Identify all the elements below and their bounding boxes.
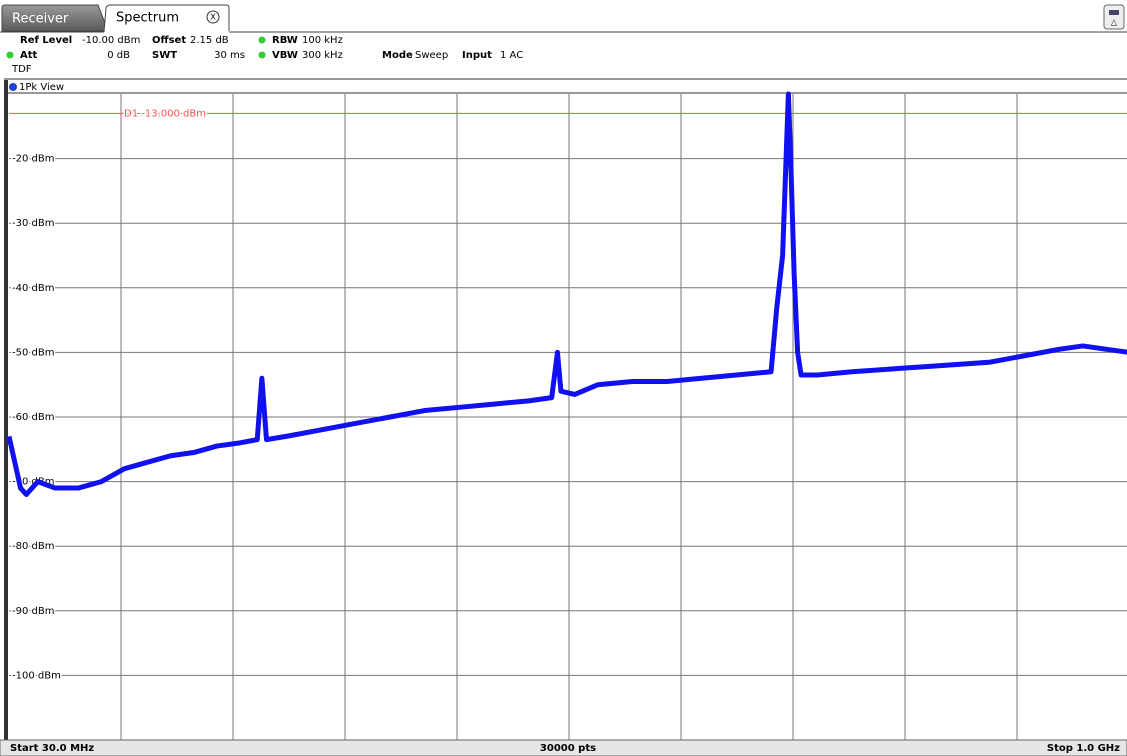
setting-label: RBW — [272, 35, 298, 46]
setting-value: 1 AC — [500, 50, 523, 61]
setting-value: 300 kHz — [302, 50, 343, 61]
close-button[interactable] — [206, 10, 220, 24]
footer-points: 30000 pts — [540, 743, 596, 754]
setting-value: 30 ms — [214, 50, 245, 61]
display-line-label: D1 -13.000 dBm — [124, 108, 206, 119]
footer-start: Start 30.0 MHz — [10, 743, 94, 754]
view-dot — [9, 83, 17, 91]
footer — [0, 739, 1127, 756]
setting-value: Sweep — [415, 50, 448, 61]
y-tick-label: -30 dBm — [12, 218, 54, 229]
y-tick-label: -80 dBm — [12, 541, 54, 552]
y-tick-label: -20 dBm — [12, 154, 54, 165]
setting-value: -10.00 dBm — [82, 35, 140, 46]
setting-label: Mode — [382, 50, 413, 61]
receiver-tab[interactable] — [1, 4, 109, 32]
icon-part: △ — [1111, 18, 1118, 27]
status-dot — [258, 36, 266, 44]
status-dot — [258, 51, 266, 59]
icon-part — [1109, 10, 1119, 15]
y-tick-label: -100 dBm — [12, 670, 61, 681]
setting-value: 0 dB — [107, 50, 130, 61]
view-label: 1Pk View — [19, 82, 64, 93]
setting-value: 2.15 dB — [190, 35, 229, 46]
setting-label: Input — [462, 50, 492, 61]
trace — [6, 91, 1127, 498]
y-tick-label: -40 dBm — [12, 283, 54, 294]
setting-label: Att — [20, 50, 38, 61]
spectrum-tab[interactable] — [103, 4, 230, 33]
setting-label: SWT — [152, 50, 177, 61]
setting-label: Offset — [152, 35, 186, 46]
plot: -20 dBm-30 dBm-40 dBm-50 dBm-60 dBm-70 d… — [6, 91, 1127, 740]
y-tick-label: -50 dBm — [12, 347, 54, 358]
frame — [4, 80, 8, 740]
y-tick-label: -90 dBm — [12, 606, 54, 617]
y-tick-label: -60 dBm — [12, 412, 54, 423]
tab-label: Receiver — [12, 12, 69, 27]
setting-value: TDF — [11, 64, 32, 75]
setting-label: Ref Level — [20, 35, 72, 46]
close-icon: X — [210, 13, 216, 22]
setting-label: VBW — [272, 50, 298, 61]
status-dot — [6, 51, 14, 59]
view-strip — [8, 80, 1127, 93]
setting-value: 100 kHz — [302, 35, 343, 46]
tab-label: Spectrum — [116, 11, 179, 26]
footer-stop: Stop 1.0 GHz — [1047, 743, 1120, 754]
